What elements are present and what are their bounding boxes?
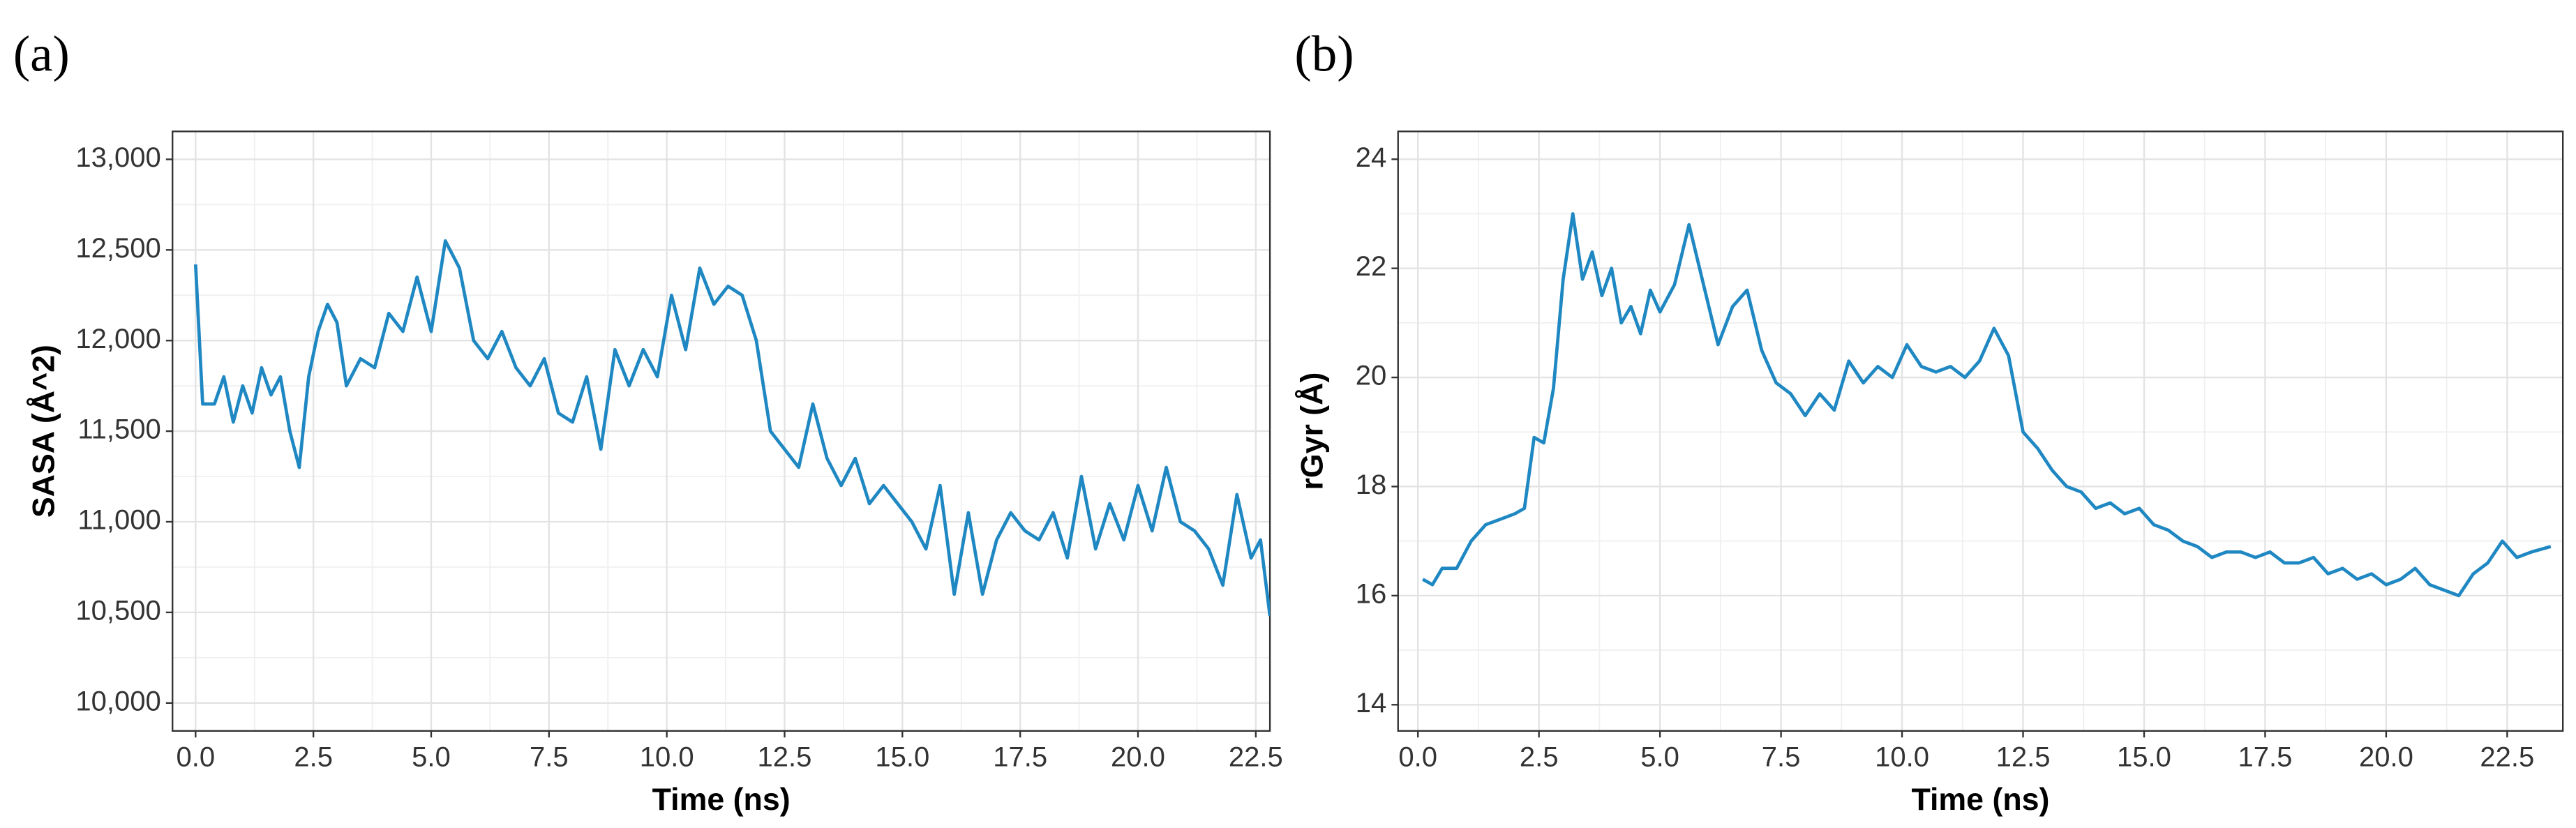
x-axis-title: Time (ns) — [652, 783, 791, 817]
x-tick-label: 0.0 — [177, 742, 216, 772]
x-tick-label: 22.5 — [2480, 742, 2534, 772]
y-tick-label: 24 — [1356, 142, 1387, 173]
panel-label: (a) — [13, 26, 70, 82]
x-tick-label: 7.5 — [1762, 742, 1801, 772]
x-tick-label: 15.0 — [2117, 742, 2171, 772]
x-tick-label: 20.0 — [2359, 742, 2413, 772]
y-tick-label: 11,500 — [77, 414, 160, 445]
x-axis-title: Time (ns) — [1911, 783, 2049, 817]
x-tick-label: 17.5 — [993, 742, 1047, 772]
y-tick-label: 12,500 — [75, 233, 160, 264]
x-tick-label: 10.0 — [640, 742, 694, 772]
y-tick-label: 11,000 — [77, 505, 160, 536]
y-tick-label: 13,000 — [75, 142, 160, 173]
x-tick-label: 7.5 — [530, 742, 569, 772]
x-tick-label: 5.0 — [1640, 742, 1679, 772]
plot-panel — [1398, 131, 2563, 731]
y-tick-label: 14 — [1356, 688, 1387, 718]
x-tick-label: 0.0 — [1398, 742, 1437, 772]
plot-border — [1397, 130, 2564, 732]
x-tick-label: 2.5 — [294, 742, 333, 772]
x-tick-label: 12.5 — [1996, 742, 2051, 772]
x-tick-label: 15.0 — [875, 742, 929, 772]
y-tick-label: 16 — [1356, 578, 1387, 609]
x-tick-label: 22.5 — [1229, 742, 1283, 772]
y-tick-label: 10,500 — [75, 595, 160, 626]
data-line — [1421, 212, 2552, 598]
y-tick-label: 20 — [1356, 361, 1387, 391]
data-line — [193, 239, 1271, 617]
panel-label: (b) — [1294, 26, 1354, 82]
x-tick-label: 10.0 — [1875, 742, 1929, 772]
y-axis-title: rGyr (Å) — [1295, 372, 1329, 490]
y-axis-title: SASA (Å^2) — [27, 345, 61, 518]
x-tick-label: 2.5 — [1520, 742, 1559, 772]
plot-border — [172, 130, 1271, 732]
y-tick-label: 18 — [1356, 469, 1387, 500]
x-tick-label: 20.0 — [1111, 742, 1165, 772]
x-tick-label: 12.5 — [758, 742, 812, 772]
x-tick-label: 5.0 — [412, 742, 451, 772]
y-tick-label: 10,000 — [75, 686, 160, 716]
y-tick-label: 22 — [1356, 251, 1387, 282]
x-tick-label: 17.5 — [2238, 742, 2292, 772]
y-tick-label: 12,000 — [75, 324, 160, 354]
